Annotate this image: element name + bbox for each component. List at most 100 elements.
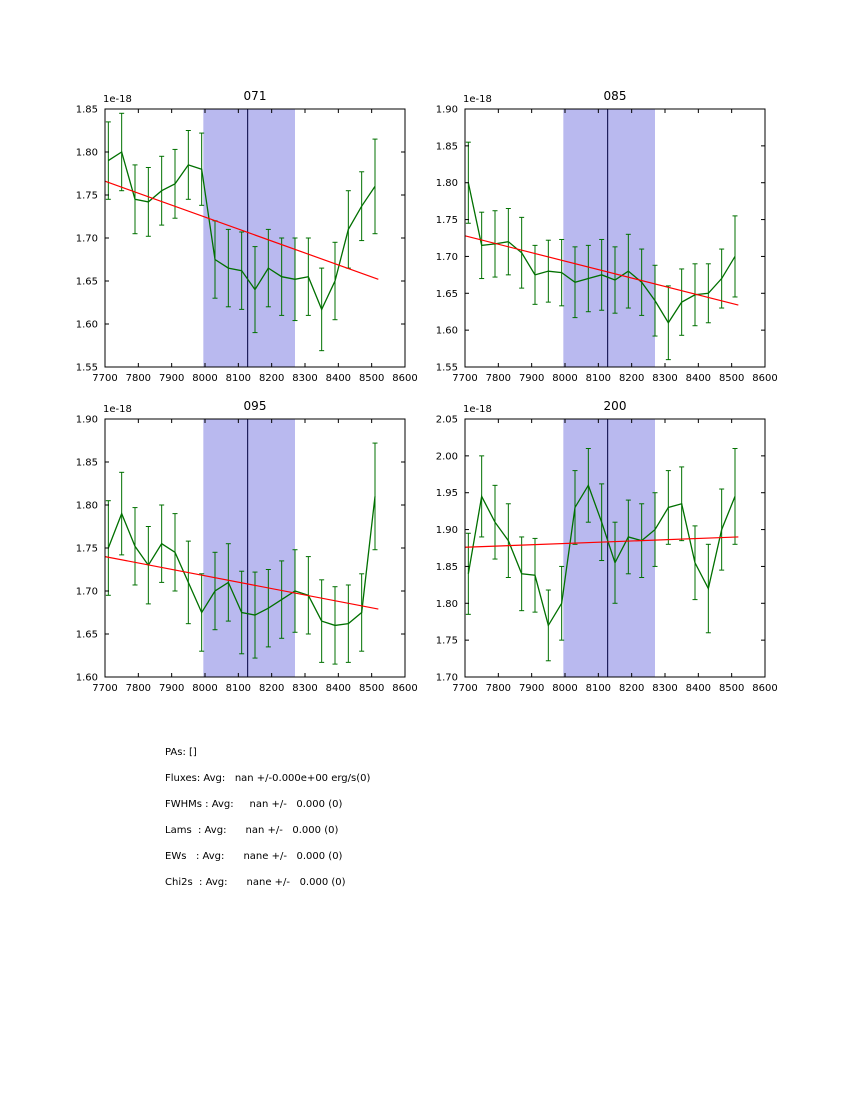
subplot-title: 085 xyxy=(604,89,627,103)
x-axis-ticks: 7700 7800 7900 8000 8100 8200 8300 8400 8500 8600 xyxy=(92,419,418,694)
svg-text:1.60: 1.60 xyxy=(76,673,98,684)
svg-text:7800: 7800 xyxy=(126,373,151,384)
svg-text:8200: 8200 xyxy=(259,683,284,694)
svg-text:8300: 8300 xyxy=(652,373,677,384)
y-axis-offset-label: 1e-18 xyxy=(103,404,132,415)
y-axis-ticks: 1.55 1.60 1.65 1.70 1.75 1.80 1.85 xyxy=(76,105,405,374)
stats-line-lams: Lams : Avg: nan +/- 0.000 (0) xyxy=(165,825,339,836)
subplot-title: 200 xyxy=(604,399,627,413)
svg-text:1.95: 1.95 xyxy=(436,488,458,499)
x-axis-ticks: 7700 7800 7900 8000 8100 8200 8300 8400 8500 8600 xyxy=(452,419,778,694)
y-axis-offset-label: 1e-18 xyxy=(103,94,132,105)
svg-text:8600: 8600 xyxy=(752,373,777,384)
svg-text:7700: 7700 xyxy=(92,373,117,384)
svg-text:1.85: 1.85 xyxy=(76,105,98,116)
subplot-095-chart: 7700 7800 7900 8000 8100 8200 8300 8400 8500 8600… xyxy=(76,399,418,694)
svg-text:8200: 8200 xyxy=(259,373,284,384)
svg-text:7700: 7700 xyxy=(452,373,477,384)
svg-text:7900: 7900 xyxy=(519,373,544,384)
svg-text:1.90: 1.90 xyxy=(76,415,98,426)
svg-text:7800: 7800 xyxy=(486,373,511,384)
subplot-title: 071 xyxy=(244,89,267,103)
svg-text:1.70: 1.70 xyxy=(436,252,458,263)
svg-text:7900: 7900 xyxy=(159,683,184,694)
svg-text:7700: 7700 xyxy=(92,683,117,694)
trend-line xyxy=(104,556,379,610)
svg-text:1.55: 1.55 xyxy=(436,363,458,374)
svg-text:7700: 7700 xyxy=(452,683,477,694)
stats-line-fluxes: Fluxes: Avg: nan +/-0.000e+00 erg/s(0) xyxy=(165,773,371,784)
stats-line-chi2s: Chi2s : Avg: nane +/- 0.000 (0) xyxy=(165,877,346,888)
svg-text:8100: 8100 xyxy=(586,683,611,694)
svg-text:1.75: 1.75 xyxy=(76,191,98,202)
svg-text:7900: 7900 xyxy=(519,683,544,694)
svg-text:8400: 8400 xyxy=(326,373,351,384)
highlight-band xyxy=(563,419,655,677)
svg-text:1.80: 1.80 xyxy=(436,178,458,189)
highlight-band xyxy=(563,109,655,367)
subplot-title: 095 xyxy=(244,399,267,413)
svg-text:1.70: 1.70 xyxy=(76,587,98,598)
svg-text:1.80: 1.80 xyxy=(76,148,98,159)
svg-text:8500: 8500 xyxy=(359,373,384,384)
svg-text:8400: 8400 xyxy=(686,683,711,694)
trend-line xyxy=(464,536,739,548)
data-series-line xyxy=(467,182,736,324)
svg-text:1.75: 1.75 xyxy=(436,215,458,226)
trend-line xyxy=(104,180,379,280)
y-axis-ticks: 1.70 1.75 1.80 1.85 1.90 1.95 2.00 2.05 xyxy=(436,415,765,684)
stats-block: PAs: [] Fluxes: Avg: nan +/-0.000e+00 er… xyxy=(165,745,370,901)
svg-text:1.60: 1.60 xyxy=(436,326,458,337)
svg-text:1.80: 1.80 xyxy=(436,599,458,610)
subplot-200-chart: 7700 7800 7900 8000 8100 8200 8300 8400 8500 8600… xyxy=(436,399,778,694)
svg-text:8600: 8600 xyxy=(392,683,417,694)
svg-text:8100: 8100 xyxy=(226,683,251,694)
stats-line-ews: EWs : Avg: nane +/- 0.000 (0) xyxy=(165,851,343,862)
data-series-line xyxy=(467,483,736,628)
svg-text:1.75: 1.75 xyxy=(436,636,458,647)
svg-text:7800: 7800 xyxy=(486,683,511,694)
svg-text:8400: 8400 xyxy=(326,683,351,694)
subplot-071-chart: 7700 7800 7900 8000 8100 8200 8300 8400 8500 8600… xyxy=(76,89,418,384)
svg-text:8000: 8000 xyxy=(192,683,217,694)
svg-text:8200: 8200 xyxy=(619,373,644,384)
svg-text:8500: 8500 xyxy=(719,373,744,384)
highlight-band xyxy=(203,419,295,677)
svg-text:8500: 8500 xyxy=(359,683,384,694)
svg-text:7900: 7900 xyxy=(159,373,184,384)
svg-text:8400: 8400 xyxy=(686,373,711,384)
svg-text:1.65: 1.65 xyxy=(76,277,98,288)
svg-text:1.70: 1.70 xyxy=(76,234,98,245)
axes-frame xyxy=(464,418,766,678)
svg-text:1.80: 1.80 xyxy=(76,501,98,512)
svg-text:2.05: 2.05 xyxy=(436,415,458,426)
svg-text:8200: 8200 xyxy=(619,683,644,694)
svg-text:1.60: 1.60 xyxy=(76,320,98,331)
svg-text:1.85: 1.85 xyxy=(436,141,458,152)
svg-text:1.90: 1.90 xyxy=(436,525,458,536)
svg-text:8600: 8600 xyxy=(752,683,777,694)
svg-text:1.85: 1.85 xyxy=(436,562,458,573)
svg-text:8000: 8000 xyxy=(192,373,217,384)
x-axis-ticks: 7700 7800 7900 8000 8100 8200 8300 8400 8500 8600 xyxy=(92,109,418,384)
svg-text:1.75: 1.75 xyxy=(76,544,98,555)
y-axis-ticks: 1.60 1.65 1.70 1.75 1.80 1.85 1.90 xyxy=(76,415,405,684)
subplot-085-chart: 7700 7800 7900 8000 8100 8200 8300 8400 8500 8600… xyxy=(436,89,778,384)
svg-text:7800: 7800 xyxy=(126,683,151,694)
data-series-line xyxy=(107,496,376,627)
svg-text:8000: 8000 xyxy=(552,683,577,694)
svg-text:8300: 8300 xyxy=(292,373,317,384)
y-axis-offset-label: 1e-18 xyxy=(463,94,492,105)
svg-text:8100: 8100 xyxy=(226,373,251,384)
stats-line-pas: PAs: [] xyxy=(165,747,197,758)
svg-text:1.55: 1.55 xyxy=(76,363,98,374)
svg-text:1.85: 1.85 xyxy=(76,458,98,469)
y-axis-offset-label: 1e-18 xyxy=(463,404,492,415)
svg-text:8300: 8300 xyxy=(292,683,317,694)
svg-text:1.65: 1.65 xyxy=(76,630,98,641)
svg-text:8500: 8500 xyxy=(719,683,744,694)
x-axis-ticks: 7700 7800 7900 8000 8100 8200 8300 8400 8500 8600 xyxy=(452,109,778,384)
svg-text:1.65: 1.65 xyxy=(436,289,458,300)
stats-line-fwhms: FWHMs : Avg: nan +/- 0.000 (0) xyxy=(165,799,343,810)
